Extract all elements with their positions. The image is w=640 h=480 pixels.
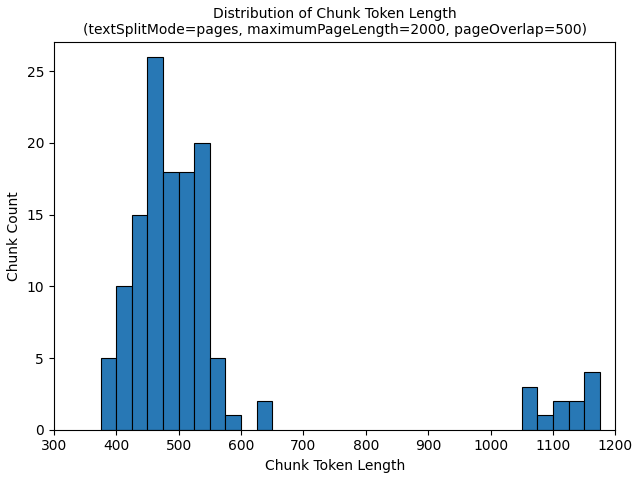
Bar <box>163 171 179 430</box>
Bar <box>147 57 163 430</box>
Bar <box>538 415 553 430</box>
Y-axis label: Chunk Count: Chunk Count <box>7 191 21 281</box>
Bar <box>132 215 147 430</box>
Bar <box>522 387 538 430</box>
Bar <box>116 287 132 430</box>
Bar <box>584 372 600 430</box>
Bar <box>179 171 195 430</box>
Bar <box>257 401 272 430</box>
Bar <box>553 401 569 430</box>
Bar <box>210 358 225 430</box>
Title: Distribution of Chunk Token Length
(textSplitMode=pages, maximumPageLength=2000,: Distribution of Chunk Token Length (text… <box>83 7 587 37</box>
Bar <box>569 401 584 430</box>
Bar <box>100 358 116 430</box>
X-axis label: Chunk Token Length: Chunk Token Length <box>264 459 404 473</box>
Bar <box>225 415 241 430</box>
Bar <box>195 143 210 430</box>
